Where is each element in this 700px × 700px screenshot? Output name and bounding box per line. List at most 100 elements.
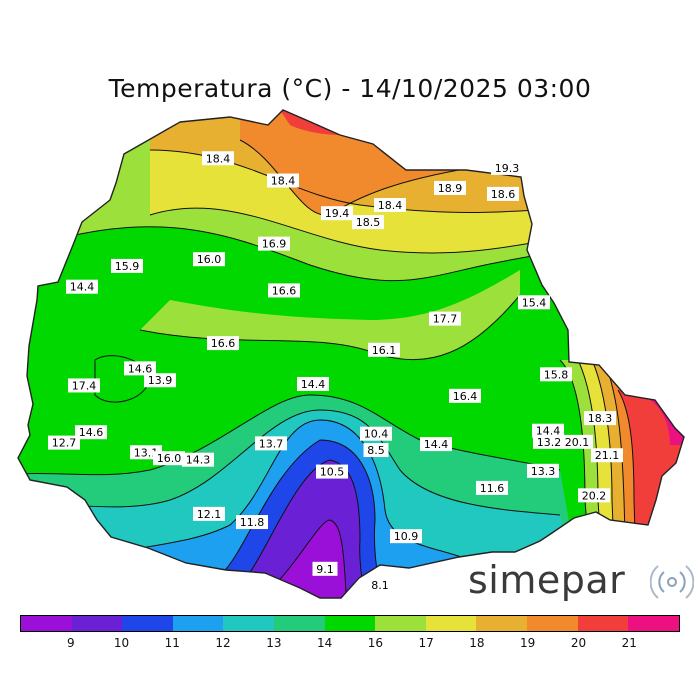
station-value: 16.9 — [258, 236, 290, 251]
station-value: 16.1 — [368, 342, 400, 357]
station-value-text: 20.2 — [582, 489, 607, 502]
station-value: 18.4 — [202, 151, 234, 166]
station-value-text: 9.1 — [316, 563, 334, 576]
station-value-text: 13.3 — [531, 465, 556, 478]
station-value: 14.4 — [532, 423, 564, 438]
station-value-text: 16.0 — [157, 452, 182, 465]
station-value: 11.8 — [236, 515, 268, 530]
station-value-text: 18.4 — [378, 199, 403, 212]
legend-swatch — [628, 616, 679, 631]
station-value-box — [48, 435, 80, 450]
legend-label: 14 — [316, 636, 333, 650]
station-value-text: 16.0 — [197, 253, 222, 266]
station-value-box — [584, 411, 616, 426]
station-value-box — [533, 434, 565, 449]
station-value: 20.1 — [561, 434, 593, 449]
station-value-text: 18.9 — [438, 182, 463, 195]
station-value: 16.0 — [153, 451, 185, 466]
legend-label: 16 — [367, 636, 384, 650]
station-value-text: 14.6 — [79, 426, 104, 439]
station-value-box — [255, 436, 287, 451]
station-value: 13.7 — [255, 436, 287, 451]
legend-swatch — [324, 616, 376, 631]
legend-label: 21 — [621, 636, 637, 650]
station-value: 15.8 — [540, 367, 572, 382]
station-value-box — [297, 376, 329, 391]
station-value-box — [434, 180, 466, 195]
legend-swatch — [274, 616, 325, 631]
station-value-text: 19.3 — [495, 162, 520, 175]
station-value-box — [360, 426, 392, 441]
station-value: 10.5 — [316, 464, 348, 479]
legend-label: 19 — [520, 636, 536, 650]
legend-swatch — [122, 616, 173, 631]
station-value: 18.5 — [352, 215, 384, 230]
station-value-text: 21.1 — [595, 449, 620, 462]
station-value-text: 14.4 — [301, 378, 326, 391]
station-value-text: 8.5 — [367, 444, 385, 457]
station-value-box — [363, 443, 389, 458]
station-value: 14.4 — [297, 376, 329, 391]
state-border — [17, 109, 685, 599]
station-value-box — [368, 342, 400, 357]
station-value-text: 17.4 — [72, 379, 97, 392]
legend-label: 13 — [266, 636, 282, 650]
station-value-text: 14.4 — [70, 281, 95, 294]
station-value-box — [321, 206, 353, 221]
legend-swatch — [425, 616, 477, 631]
station-value-box — [193, 252, 225, 267]
station-value-box — [449, 388, 481, 403]
station-value: 21.1 — [591, 448, 623, 463]
station-value: 18.4 — [267, 173, 299, 188]
legend-swatch — [71, 616, 123, 631]
station-value-text: 13.1 — [134, 446, 159, 459]
station-value-box — [124, 361, 156, 376]
station-value: 14.6 — [124, 361, 156, 376]
station-value-text: 15.8 — [544, 368, 569, 381]
station-value-text: 16.6 — [211, 337, 236, 350]
station-value: 12.1 — [193, 506, 225, 521]
station-value-text: 14.6 — [128, 362, 153, 375]
station-value-box — [367, 578, 393, 593]
station-value: 8.5 — [363, 443, 389, 458]
station-value-box — [193, 506, 225, 521]
station-value-text: 13.2 — [537, 436, 562, 449]
legend-label: 20 — [570, 636, 587, 650]
station-value: 16.4 — [449, 388, 481, 403]
legend-label: 18 — [469, 636, 485, 650]
legend-swatch — [172, 616, 224, 631]
station-value: 12.7 — [48, 435, 80, 450]
station-value: 17.7 — [429, 311, 461, 326]
station-value-box — [527, 463, 559, 478]
legend-label: 11 — [164, 636, 180, 650]
station-value-text: 12.7 — [52, 437, 77, 450]
station-value-text: 19.4 — [325, 207, 350, 220]
station-value-text: 18.4 — [271, 175, 296, 188]
legend-label: 12 — [215, 636, 231, 650]
station-value: 15.4 — [518, 295, 550, 310]
station-value-box — [540, 367, 572, 382]
station-value-box — [207, 336, 239, 351]
station-value: 13.3 — [527, 463, 559, 478]
legend-swatch — [476, 616, 528, 631]
station-value-box — [75, 425, 107, 440]
legend-swatch — [375, 616, 426, 631]
legend-label: 17 — [418, 636, 434, 650]
station-value-text: 16.6 — [272, 284, 297, 297]
station-value-box — [352, 215, 384, 230]
station-value-box — [268, 283, 300, 298]
station-value-box — [532, 423, 564, 438]
station-value-box — [429, 311, 461, 326]
station-value: 14.4 — [420, 437, 452, 452]
station-value: 11.6 — [476, 480, 508, 495]
station-value-box — [144, 373, 176, 388]
station-value-text: 14.4 — [424, 438, 449, 451]
station-value-text: 10.4 — [364, 428, 389, 441]
station-value-box — [202, 151, 234, 166]
station-value-box — [518, 295, 550, 310]
station-value: 13.9 — [144, 373, 176, 388]
legend-swatch — [21, 616, 72, 631]
station-value-text: 18.6 — [491, 188, 516, 201]
station-value: 16.6 — [207, 336, 239, 351]
station-value: 18.4 — [374, 198, 406, 213]
